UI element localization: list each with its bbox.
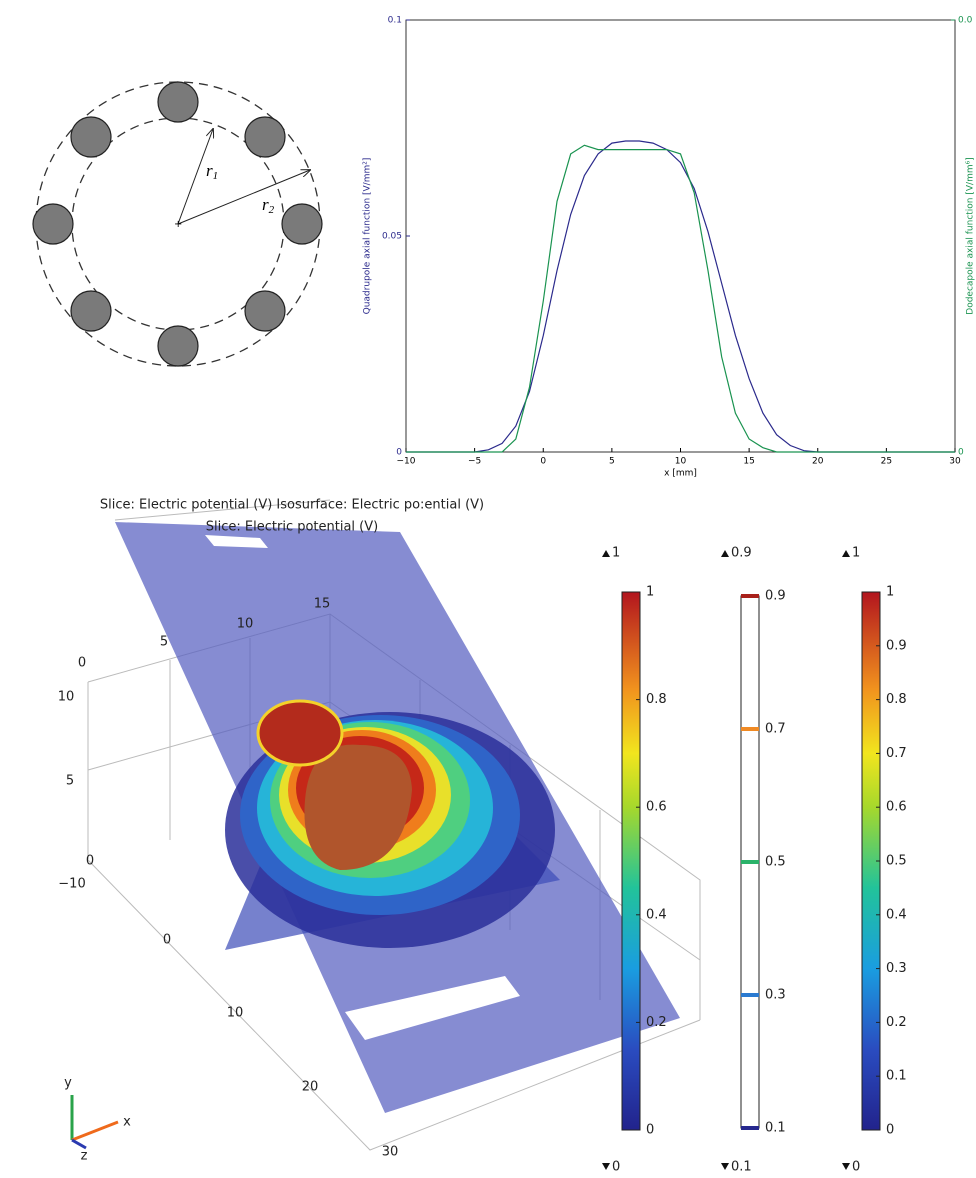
colorbar-min: 0 xyxy=(612,1160,620,1175)
y2-axis-label: Dodecapole axial function [V/mm⁶] xyxy=(966,157,976,314)
axis-number: 10 xyxy=(58,690,75,705)
x-tick-label: 30 xyxy=(949,457,961,467)
y2-tick-label: 0 xyxy=(958,448,964,458)
series-line xyxy=(406,144,955,453)
colorbar-tick-label: 0.4 xyxy=(646,907,667,922)
colorbar-max: 0.9 xyxy=(731,546,752,561)
colorbar-min: 0 xyxy=(852,1160,860,1175)
up-marker xyxy=(842,550,850,557)
x-tick-label: 25 xyxy=(881,457,892,467)
render-3d: Slice: Electric potential (V) Isosurface… xyxy=(58,498,907,1175)
up-marker xyxy=(721,550,729,557)
colorbar-tick-label: 0.3 xyxy=(886,961,907,976)
axis-number: 10 xyxy=(227,1006,244,1021)
axis-number: 20 xyxy=(302,1080,319,1095)
colorbar-min: 0.1 xyxy=(731,1160,752,1175)
render-title: Slice: Electric potential (V) Isosurface… xyxy=(100,498,484,513)
colorbar-tick-label: 0 xyxy=(886,1123,894,1138)
colorbar-tick-label: 0.1 xyxy=(765,1121,786,1136)
colorbar-max: 1 xyxy=(612,546,620,561)
triad-label: y xyxy=(64,1076,72,1091)
x-tick-label: −10 xyxy=(397,457,416,467)
x-tick-label: −5 xyxy=(468,457,481,467)
axis-number: 0 xyxy=(86,854,94,869)
colorbar-tick-label: 1 xyxy=(886,585,894,600)
y-tick-label: 0.1 xyxy=(388,16,402,26)
colorbar-tick-label: 0.7 xyxy=(765,722,786,737)
triad-label: z xyxy=(81,1149,88,1164)
render-title: Slice: Electric potential (V) xyxy=(206,520,378,535)
axis-number: 0 xyxy=(163,933,171,948)
y2-tick-label: 0.0 xyxy=(958,16,973,26)
colorbar-tick-label: 0.6 xyxy=(886,800,907,815)
colorbar-tick-label: 0.9 xyxy=(886,638,907,653)
colorbar-tick-label: 0.5 xyxy=(886,854,907,869)
colorbar-tick-label: 0.8 xyxy=(886,692,907,707)
x-axis-label: x [mm] xyxy=(664,469,697,479)
axis-number: 0 xyxy=(78,656,86,671)
down-marker xyxy=(602,1163,610,1170)
colorbar-tick-label: 0.1 xyxy=(886,1069,907,1084)
axis-number: −10 xyxy=(58,877,85,892)
x-tick-label: 5 xyxy=(609,457,615,467)
axis-number: 5 xyxy=(160,635,168,650)
colorbar-tick-label: 0 xyxy=(646,1123,654,1138)
x-tick-label: 10 xyxy=(675,457,687,467)
triad-label: x xyxy=(123,1115,131,1130)
colorbar-tick-label: 0.8 xyxy=(646,692,667,707)
x-tick-label: 20 xyxy=(812,457,824,467)
colorbar-tick-label: 0.6 xyxy=(646,800,667,815)
axis-number: 30 xyxy=(382,1145,399,1160)
colorbar-tick-label: 0.3 xyxy=(765,988,786,1003)
down-marker xyxy=(842,1163,850,1170)
up-marker xyxy=(602,550,610,557)
colorbar-tick-label: 1 xyxy=(646,585,654,600)
colorbar-tick-label: 0.9 xyxy=(765,589,786,604)
series-line xyxy=(406,140,955,453)
svg-text:+: + xyxy=(174,219,182,230)
r2-label: r2 xyxy=(262,195,275,216)
colorbar-tick-label: 0.2 xyxy=(646,1015,667,1030)
colorbar-tick-label: 0.5 xyxy=(765,855,786,870)
axis-number: 5 xyxy=(66,774,74,789)
axis-number: 10 xyxy=(237,617,254,632)
y-axis-label: Quadrupole axial function [V/mm²] xyxy=(363,158,373,315)
axis-number: 15 xyxy=(314,597,331,612)
down-marker xyxy=(721,1163,729,1170)
colorbar-tick-label: 0.7 xyxy=(886,746,907,761)
y-tick-label: 0 xyxy=(396,448,402,458)
plot-frame xyxy=(405,19,956,453)
rod-diagram: + r1 r2 xyxy=(32,81,323,367)
colorbar xyxy=(621,591,641,1131)
x-tick-label: 15 xyxy=(743,457,754,467)
r1-label: r1 xyxy=(206,161,218,182)
colorbar-max: 1 xyxy=(852,546,860,561)
colorbar-tick-label: 0.2 xyxy=(886,1015,907,1030)
x-tick-label: 0 xyxy=(540,457,546,467)
colorbar-tick-label: 0.4 xyxy=(886,907,907,922)
y-tick-label: 0.05 xyxy=(382,232,402,242)
